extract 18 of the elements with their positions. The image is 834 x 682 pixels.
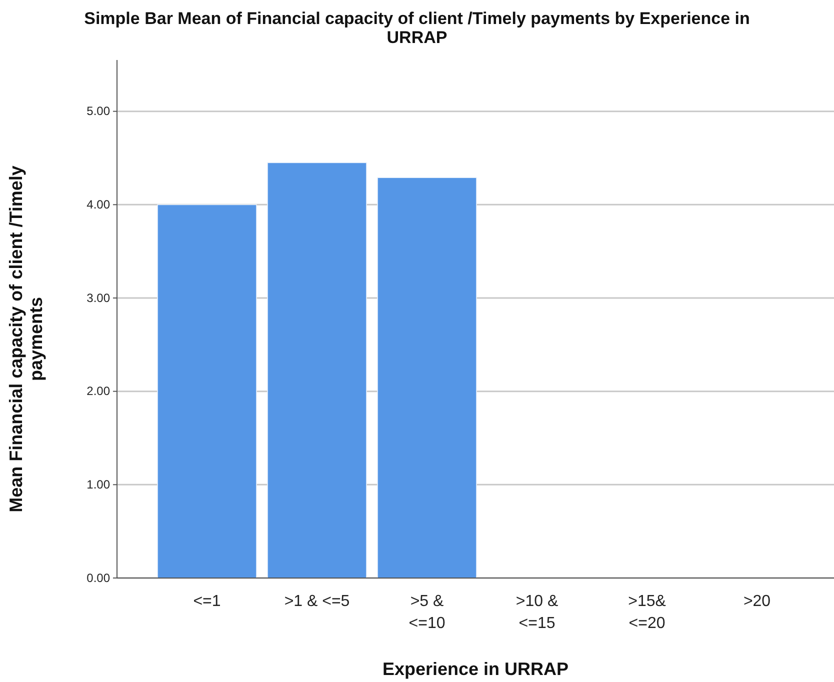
x-tick-label: >5 & <=10 xyxy=(408,593,446,632)
y-tick-label: 1.00 xyxy=(86,478,110,492)
x-tick-label: <=1 xyxy=(193,593,221,610)
bar xyxy=(377,177,477,578)
y-tick-label: 5.00 xyxy=(86,104,110,118)
y-tick-label: 2.00 xyxy=(86,384,110,398)
x-tick-label: >1 & <=5 xyxy=(284,593,350,610)
x-tick-label: >20 xyxy=(743,593,771,610)
x-tick-label: >15& <=20 xyxy=(628,593,666,632)
y-axis-title: Mean Financial capacity of client /Timely payments xyxy=(6,166,46,512)
y-tick-label: 3.00 xyxy=(86,290,110,305)
bar xyxy=(267,162,367,578)
x-tick-label: >10 & <=15 xyxy=(516,593,558,632)
chart-title: Simple Bar Mean of Financial capacity of client /Timely payments by Experience in URRAP xyxy=(84,9,750,47)
x-axis-title: Experience in URRAP xyxy=(382,659,569,679)
y-tick-label: 0.00 xyxy=(86,570,110,585)
y-tick-label: 4.00 xyxy=(86,198,110,212)
bar xyxy=(157,204,257,578)
